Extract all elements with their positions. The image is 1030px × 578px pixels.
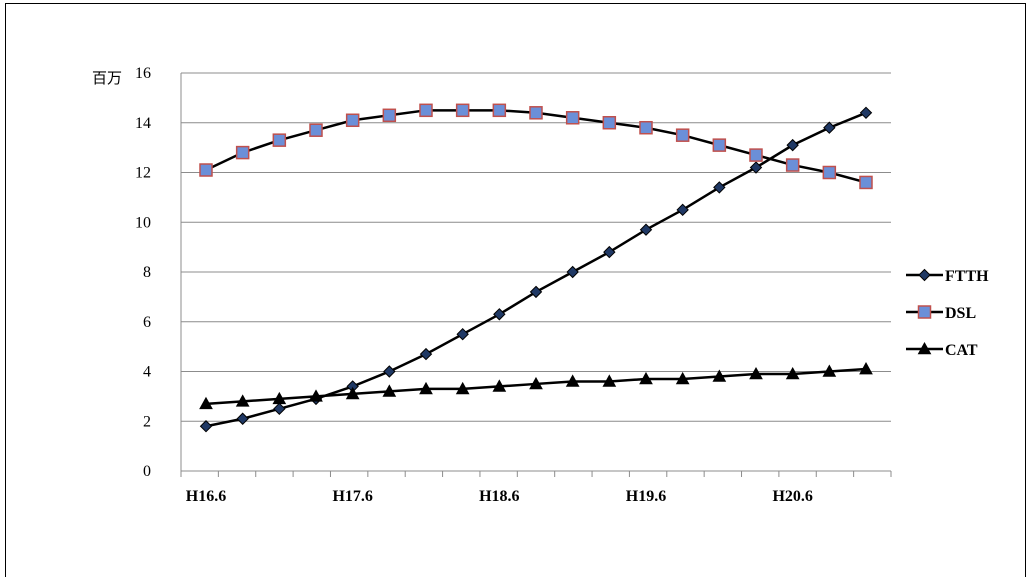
y-tick-label: 16 — [135, 65, 151, 82]
data-point-cat — [639, 371, 653, 385]
legend: FTTH DSL CAT — [906, 268, 989, 359]
data-point-ftth — [383, 365, 396, 378]
legend-entry-dsl: DSL — [906, 305, 976, 322]
data-point-ftth — [529, 285, 543, 299]
data-point-dsl — [419, 103, 433, 118]
data-point-dsl — [822, 165, 837, 180]
data-point-dsl — [382, 108, 397, 123]
data-point-dsl — [455, 103, 470, 118]
data-point-cat — [822, 364, 837, 377]
data-point-ftth — [713, 181, 726, 194]
x-tick-label: H17.6 — [332, 488, 372, 505]
data-point-ftth — [456, 327, 469, 341]
legend-marker — [917, 305, 932, 319]
data-point-dsl — [199, 163, 213, 177]
x-tick-label: H16.6 — [186, 488, 226, 505]
data-point-dsl — [272, 133, 287, 147]
data-point-cat — [785, 366, 800, 380]
chart-frame: 0 2 4 6 8 10 12 14 16 H16.6 H17.6 H18.6 H19.6 H20.6 百… — [5, 3, 1026, 577]
data-point-cat — [272, 391, 287, 405]
data-point-ftth — [493, 308, 506, 321]
data-point-dsl — [565, 111, 580, 125]
legend-marker — [917, 341, 932, 355]
data-point-ftth — [639, 223, 653, 236]
data-point-ftth — [676, 203, 689, 217]
data-point-dsl — [309, 123, 323, 137]
data-point-dsl — [749, 148, 763, 162]
y-tick-label: 2 — [143, 413, 151, 430]
data-point-ftth — [419, 347, 433, 361]
data-point-dsl — [785, 158, 800, 172]
data-point-dsl — [529, 106, 543, 120]
data-point-cat — [675, 371, 690, 385]
data-point-dsl — [675, 128, 690, 142]
series-dsl — [199, 103, 873, 190]
legend-label: DSL — [945, 305, 976, 322]
data-point-cat — [565, 374, 580, 387]
legend-marker — [918, 268, 931, 282]
line-chart: 0 2 4 6 8 10 12 14 16 H16.6 H17.6 H18.6 H19.6 H20.6 百… — [92, 65, 989, 505]
y-tick-label: 14 — [135, 115, 151, 132]
data-point-ftth — [199, 420, 213, 433]
data-point-ftth — [566, 265, 579, 279]
data-point-cat — [455, 381, 470, 395]
series-cat — [199, 361, 873, 410]
data-point-cat — [309, 389, 323, 402]
data-point-cat — [492, 379, 507, 392]
data-point-ftth — [749, 161, 763, 174]
data-point-dsl — [639, 120, 653, 135]
x-tick-label: H20.6 — [772, 488, 812, 505]
data-point-ftth — [236, 412, 249, 425]
data-point-cat — [602, 374, 617, 387]
data-point-cat — [345, 386, 360, 400]
data-point-cat — [419, 381, 433, 395]
y-tick-label: 6 — [143, 314, 151, 331]
data-point-cat — [529, 376, 543, 390]
y-tick-label: 4 — [143, 364, 151, 381]
data-point-cat — [749, 366, 763, 380]
data-point-cat — [712, 369, 727, 382]
data-point-dsl — [859, 175, 873, 190]
legend-label: FTTH — [945, 268, 989, 285]
data-point-cat — [199, 396, 213, 410]
data-point-dsl — [602, 116, 617, 130]
x-tick-label: H19.6 — [626, 488, 666, 505]
legend-entry-ftth: FTTH — [906, 268, 989, 285]
series-layer — [199, 103, 873, 433]
data-point-dsl — [492, 103, 507, 118]
legend-label: CAT — [945, 342, 978, 359]
data-point-ftth — [823, 121, 836, 134]
x-tick-label: H18.6 — [479, 488, 519, 505]
y-tick-label: 8 — [143, 264, 151, 281]
data-point-dsl — [235, 145, 250, 160]
data-point-dsl — [712, 138, 727, 152]
y-tick-label: 0 — [143, 463, 151, 480]
data-point-dsl — [345, 113, 360, 128]
gridlines — [181, 72, 891, 422]
data-point-cat — [235, 394, 250, 407]
series-line-dsl — [205, 109, 867, 184]
y-tick-label: 12 — [135, 165, 151, 182]
data-point-ftth — [786, 138, 799, 152]
data-point-ftth — [859, 106, 873, 120]
data-point-ftth — [273, 402, 286, 416]
legend-entry-cat: CAT — [906, 341, 978, 359]
y-tick-label: 10 — [135, 214, 151, 231]
data-point-cat — [382, 384, 397, 397]
axes: 0 2 4 6 8 10 12 14 16 H16.6 H17.6 H18.6 H19.6 H20.6 — [135, 65, 892, 505]
data-point-cat — [859, 361, 873, 375]
y-axis-unit-label: 百万 — [92, 69, 122, 87]
data-point-ftth — [603, 245, 616, 259]
